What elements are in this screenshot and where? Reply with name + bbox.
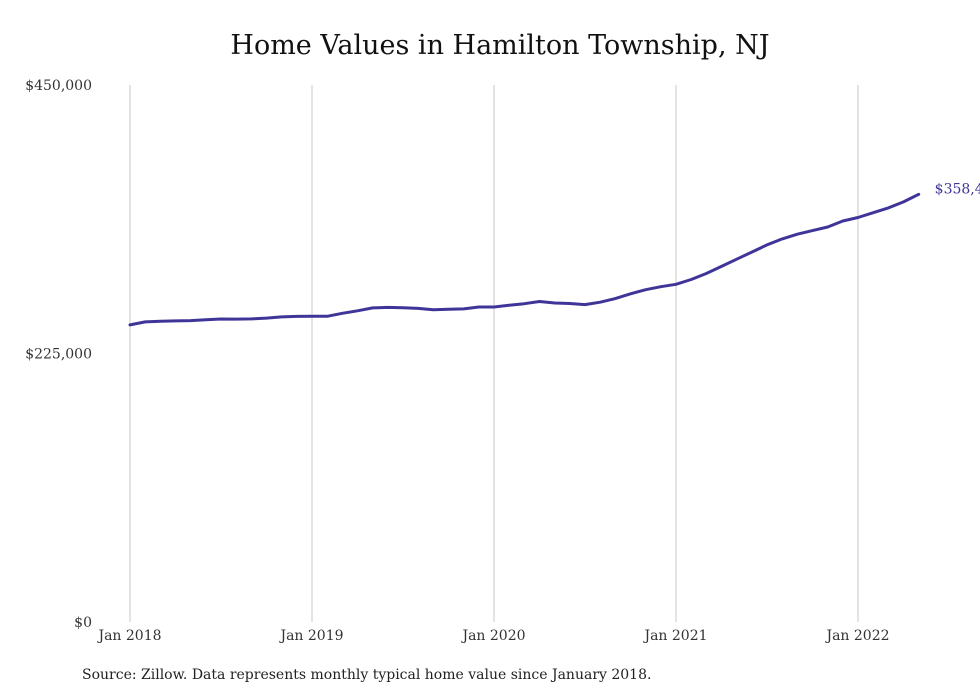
- chart-title: Home Values in Hamilton Township, NJ: [230, 30, 770, 61]
- annotation-layer: $358,440: [935, 181, 980, 197]
- y-axis-ticks: $0 $225,000 $450,000: [25, 78, 92, 631]
- end-value-label: $358,440: [935, 181, 980, 197]
- y-tick-label: $450,000: [25, 78, 92, 94]
- y-tick-label: $0: [74, 615, 92, 631]
- x-tick-label: Jan 2022: [824, 628, 889, 644]
- x-tick-label: Jan 2020: [460, 628, 525, 644]
- series-line: [128, 192, 921, 327]
- series-layer: [128, 192, 921, 327]
- x-tick-label: Jan 2018: [96, 628, 161, 644]
- x-axis-ticks: Jan 2018 Jan 2019 Jan 2020 Jan 2021 Jan 2022: [96, 628, 889, 644]
- y-tick-label: $225,000: [25, 347, 92, 363]
- x-tick-label: Jan 2019: [278, 628, 343, 644]
- gridlines: [129, 85, 859, 622]
- source-note: Source: Zillow. Data represents monthly …: [82, 667, 652, 683]
- x-tick-label: Jan 2021: [642, 628, 707, 644]
